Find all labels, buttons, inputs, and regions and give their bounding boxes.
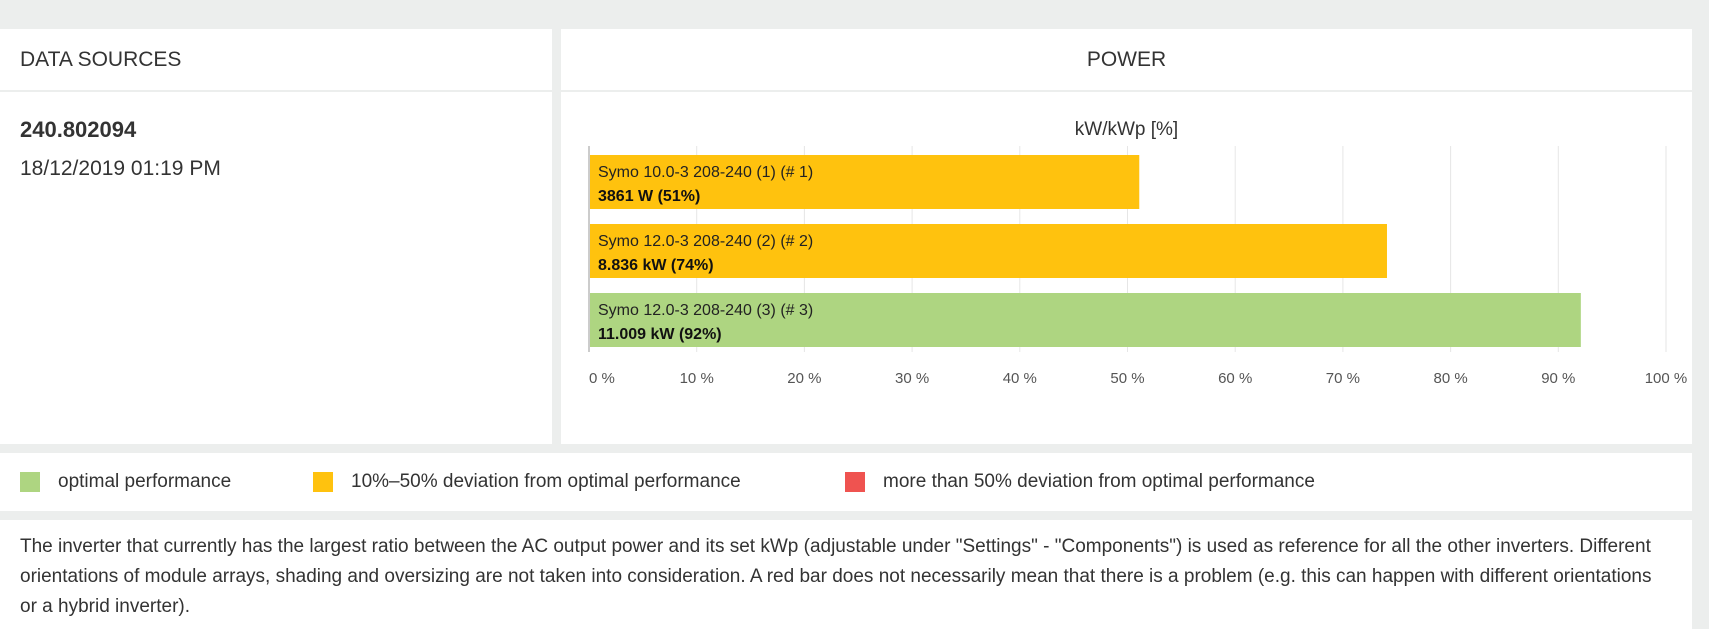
data-sources-panel: DATA SOURCES 240.802094 18/12/2019 01:19…: [0, 29, 552, 444]
bar-name-label: Symo 12.0-3 208-240 (3) (# 3): [598, 302, 813, 319]
legend-swatch-red: [845, 472, 865, 492]
legend: optimal performance 10%–50% deviation fr…: [0, 453, 1692, 511]
x-tick-label: 60 %: [1218, 370, 1252, 387]
bar-value-label: 11.009 kW (92%): [598, 326, 722, 343]
bar-name-label: Symo 10.0-3 208-240 (1) (# 1): [598, 164, 813, 181]
info-note-text: The inverter that currently has the larg…: [20, 536, 1652, 617]
power-panel: POWER kW/kWp [%] 0 % 10 % 20 % 30 % 40 % 50 %…: [561, 29, 1692, 444]
data-sources-header: DATA SOURCES: [0, 29, 552, 92]
x-tick-label: 0 %: [589, 370, 615, 387]
legend-swatch-yellow: [313, 472, 333, 492]
power-header: POWER: [561, 29, 1692, 92]
legend-item-deviation-over-50: more than 50% deviation from optimal per…: [845, 453, 1315, 511]
bar-inverter-3[interactable]: [590, 293, 1581, 347]
x-tick-label: 10 %: [680, 370, 714, 387]
bar-name-label: Symo 12.0-3 208-240 (2) (# 2): [598, 233, 813, 250]
x-tick-label: 30 %: [895, 370, 929, 387]
x-tick-label: 100 %: [1645, 370, 1688, 387]
legend-label: more than 50% deviation from optimal per…: [883, 471, 1315, 492]
info-note-panel: The inverter that currently has the larg…: [0, 520, 1692, 629]
legend-swatch-green: [20, 472, 40, 492]
legend-item-deviation-10-50: 10%–50% deviation from optimal performan…: [313, 453, 741, 511]
legend-item-optimal: optimal performance: [20, 453, 231, 511]
x-tick-label: 50 %: [1110, 370, 1144, 387]
data-source-timestamp: 18/12/2019 01:19 PM: [20, 157, 221, 180]
x-tick-label: 90 %: [1541, 370, 1575, 387]
legend-label: 10%–50% deviation from optimal performan…: [351, 471, 741, 492]
bar-inverter-1[interactable]: [590, 155, 1140, 209]
x-tick-label: 80 %: [1433, 370, 1467, 387]
legend-label: optimal performance: [58, 471, 232, 492]
x-tick-label: 40 %: [1003, 370, 1037, 387]
x-tick-label: 20 %: [787, 370, 821, 387]
bar-value-label: 3861 W (51%): [598, 188, 700, 205]
data-source-value[interactable]: 240.802094: [20, 117, 137, 142]
chart-unit-label: kW/kWp [%]: [1074, 119, 1179, 140]
power-bar-chart: 0 % 10 % 20 % 30 % 40 % 50 % 60 % 70 % 80 % 90 % 1…: [588, 146, 1688, 387]
bar-value-label: 8.836 kW (74%): [598, 257, 714, 274]
bar-inverter-2[interactable]: [590, 224, 1387, 278]
x-tick-label: 70 %: [1326, 370, 1360, 387]
